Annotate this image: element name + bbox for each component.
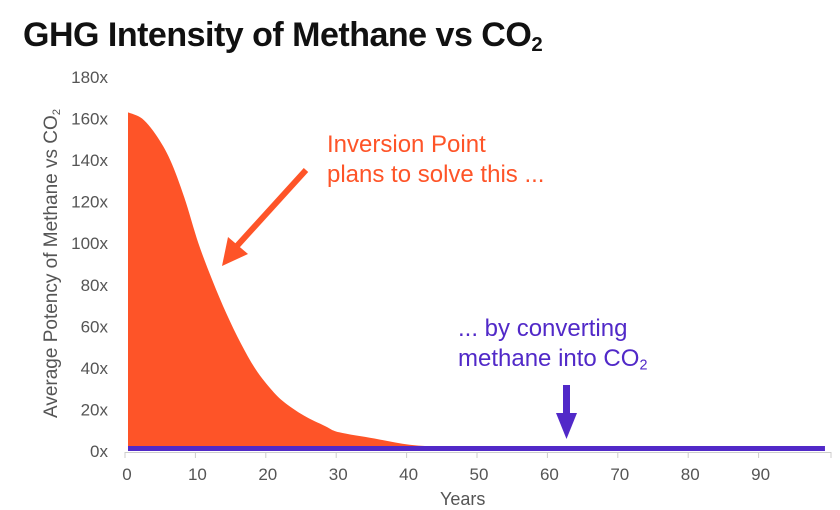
y-tick-label: 80x (81, 276, 109, 295)
x-tick-label: 90 (751, 465, 770, 484)
chart-title: GHG Intensity of Methane vs CO2 (23, 16, 543, 57)
x-axis-label: Years (440, 489, 486, 509)
y-axis-ticks: 0x 20x 40x 60x 80x 100x 120x 140x 160x 180x (71, 68, 108, 461)
purple-annotation: ... by converting methane into CO2 (458, 315, 648, 374)
y-tick-label: 40x (81, 359, 109, 378)
x-tick-label: 40 (399, 465, 418, 484)
y-tick-label: 60x (81, 317, 109, 336)
y-tick-label: 100x (71, 234, 108, 253)
y-tick-label: 140x (71, 151, 108, 170)
y-tick-label: 180x (71, 68, 108, 87)
purple-arrow-icon (556, 385, 577, 439)
x-tick-label: 30 (329, 465, 348, 484)
x-tick-label: 70 (610, 465, 629, 484)
x-tick-label: 0 (122, 465, 131, 484)
y-tick-label: 160x (71, 110, 108, 129)
orange-arrow-icon (222, 167, 309, 266)
orange-annotation: Inversion Point plans to solve this ... (327, 131, 545, 188)
y-tick-label: 120x (71, 193, 108, 212)
y-tick-label: 0x (90, 442, 108, 461)
x-axis-ticks: 0 10 20 30 40 50 60 70 80 90 (122, 452, 832, 484)
x-tick-label: 80 (681, 465, 700, 484)
x-tick-label: 50 (470, 465, 489, 484)
methane-area (128, 112, 516, 452)
x-tick-label: 60 (540, 465, 559, 484)
co2-baseline (128, 446, 825, 451)
x-tick-label: 20 (258, 465, 277, 484)
x-tick-label: 10 (188, 465, 207, 484)
y-tick-label: 20x (81, 400, 109, 419)
